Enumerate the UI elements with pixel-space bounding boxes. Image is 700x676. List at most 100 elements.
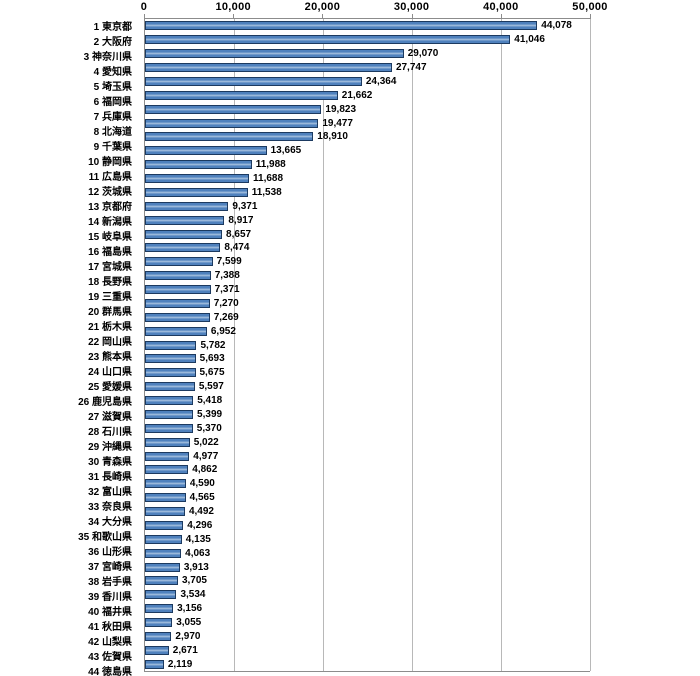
value-label: 9,371 bbox=[232, 200, 258, 212]
bar-row: 6,952 bbox=[145, 324, 590, 338]
bar bbox=[145, 562, 180, 572]
category-label: 22 岡山県 bbox=[88, 337, 132, 348]
bar bbox=[145, 493, 186, 503]
bar-row: 3,913 bbox=[145, 560, 590, 574]
bar bbox=[145, 618, 173, 628]
bar-row: 2,119 bbox=[145, 657, 590, 671]
bar-row: 29,070 bbox=[145, 47, 590, 61]
bar bbox=[145, 132, 314, 142]
category-label: 30 青森県 bbox=[88, 457, 132, 468]
category-label: 28 石川県 bbox=[88, 427, 132, 438]
value-label: 41,046 bbox=[514, 34, 545, 46]
bar bbox=[145, 604, 174, 614]
bar bbox=[145, 63, 392, 73]
bar bbox=[145, 548, 182, 558]
value-label: 4,565 bbox=[189, 492, 215, 504]
category-label: 42 山梨県 bbox=[88, 637, 132, 648]
bar bbox=[145, 465, 189, 475]
x-axis-tick-mark bbox=[322, 14, 324, 19]
category-label: 3 神奈川県 bbox=[83, 52, 132, 63]
bar bbox=[145, 382, 195, 392]
value-label: 2,970 bbox=[175, 630, 201, 642]
category-label: 41 秋田県 bbox=[88, 622, 132, 633]
category-label: 11 広島県 bbox=[88, 172, 132, 183]
bar bbox=[145, 659, 164, 669]
bar bbox=[145, 104, 322, 114]
category-label: 21 栃木県 bbox=[88, 322, 132, 333]
bar-row: 3,705 bbox=[145, 574, 590, 588]
value-label: 8,917 bbox=[228, 214, 254, 226]
bar-row: 5,370 bbox=[145, 421, 590, 435]
value-label: 11,688 bbox=[253, 173, 284, 185]
value-label: 29,070 bbox=[407, 48, 439, 60]
value-label: 5,418 bbox=[197, 395, 223, 407]
value-label: 3,156 bbox=[177, 603, 203, 615]
value-label: 7,270 bbox=[213, 297, 239, 309]
bar bbox=[145, 76, 362, 86]
bar-row: 11,538 bbox=[145, 186, 590, 200]
bar-row: 4,862 bbox=[145, 463, 590, 477]
category-label: 13 京都府 bbox=[88, 202, 132, 213]
bar bbox=[145, 354, 196, 364]
bar bbox=[145, 409, 194, 419]
bar bbox=[145, 90, 338, 100]
bar bbox=[145, 645, 169, 655]
bar bbox=[145, 229, 223, 239]
bar bbox=[145, 576, 178, 586]
bar-row: 11,688 bbox=[145, 172, 590, 186]
bar-row: 21,662 bbox=[145, 88, 590, 102]
x-axis-tick-label: 40,000 bbox=[483, 1, 519, 13]
bar-row: 5,693 bbox=[145, 352, 590, 366]
x-axis-tick-mark bbox=[411, 14, 413, 19]
category-label: 44 徳島県 bbox=[88, 667, 132, 676]
value-label: 5,370 bbox=[196, 422, 222, 434]
bar-row: 27,747 bbox=[145, 61, 590, 75]
value-label: 7,599 bbox=[216, 256, 242, 268]
category-label: 1 東京都 bbox=[93, 22, 132, 33]
value-label: 5,782 bbox=[200, 339, 226, 351]
bar bbox=[145, 21, 538, 31]
x-axis-tick-mark bbox=[500, 14, 502, 19]
bar bbox=[145, 534, 182, 544]
category-label: 14 新潟県 bbox=[88, 217, 132, 228]
x-axis-tick-label: 30,000 bbox=[393, 1, 430, 13]
category-label: 38 岩手県 bbox=[88, 577, 132, 588]
bar bbox=[145, 271, 211, 281]
value-label: 8,657 bbox=[226, 228, 252, 240]
gridline bbox=[323, 19, 324, 671]
value-label: 5,693 bbox=[199, 353, 225, 365]
bar bbox=[145, 160, 252, 170]
category-label: 24 山口県 bbox=[88, 367, 132, 378]
category-label: 19 三重県 bbox=[88, 292, 132, 303]
category-label: 10 静岡県 bbox=[88, 157, 132, 168]
bar bbox=[145, 507, 185, 517]
bar bbox=[145, 187, 248, 197]
value-label: 3,705 bbox=[181, 575, 207, 587]
value-label: 4,063 bbox=[185, 547, 211, 559]
value-label: 5,399 bbox=[197, 408, 223, 420]
value-label: 7,388 bbox=[214, 270, 240, 282]
value-label: 4,977 bbox=[193, 450, 219, 462]
bar-row: 4,590 bbox=[145, 477, 590, 491]
value-label: 2,119 bbox=[167, 658, 193, 670]
category-label: 23 熊本県 bbox=[88, 352, 132, 363]
bar bbox=[145, 312, 210, 322]
value-label: 19,477 bbox=[322, 117, 353, 129]
bar-row: 18,910 bbox=[145, 130, 590, 144]
bar-row: 2,970 bbox=[145, 630, 590, 644]
bar-row: 4,565 bbox=[145, 491, 590, 505]
value-label: 7,371 bbox=[214, 284, 240, 296]
gridline bbox=[412, 19, 413, 671]
x-axis-tick-mark bbox=[590, 14, 591, 19]
bar bbox=[145, 35, 511, 45]
bar bbox=[145, 285, 211, 295]
category-label: 32 富山県 bbox=[88, 487, 132, 498]
category-label: 8 北海道 bbox=[93, 127, 132, 138]
value-label: 19,823 bbox=[325, 103, 357, 115]
value-label: 4,492 bbox=[188, 506, 214, 518]
value-label: 5,597 bbox=[198, 381, 224, 393]
category-label: 39 香川県 bbox=[88, 592, 132, 603]
x-axis-tick-label: 10,000 bbox=[215, 1, 251, 13]
category-label: 15 岐阜県 bbox=[88, 232, 132, 243]
value-label: 4,296 bbox=[187, 519, 213, 531]
